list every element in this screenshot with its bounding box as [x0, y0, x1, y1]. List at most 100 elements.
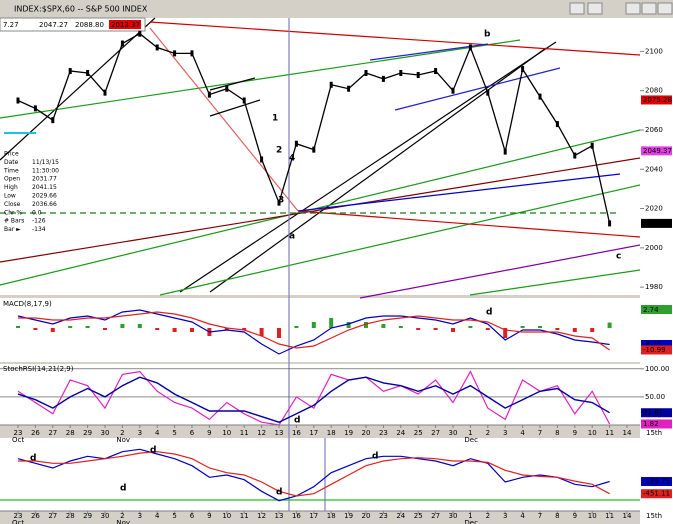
series-line	[17, 448, 610, 502]
value-label: -189.75	[643, 478, 670, 486]
histogram-bar	[277, 328, 281, 338]
info-value: -126	[32, 218, 46, 225]
info-label: Date	[4, 159, 19, 166]
value-label: -10.99	[643, 346, 666, 354]
y-tick-label: 2040	[645, 165, 663, 173]
x-tick-label: 2	[120, 512, 124, 520]
histogram-bar	[451, 328, 455, 332]
candle	[242, 97, 246, 104]
x-tick-label: 19	[344, 429, 353, 437]
value-label: -8.25	[643, 341, 661, 349]
x-tick-label: 28	[66, 512, 75, 520]
trendline	[0, 157, 641, 263]
button[interactable]	[625, 2, 641, 15]
candle	[225, 85, 229, 92]
histogram-bar	[85, 326, 90, 328]
x-tick-label: 23	[14, 429, 23, 437]
button[interactable]	[657, 2, 673, 15]
histogram-bar	[555, 328, 560, 330]
candle	[573, 152, 577, 159]
button[interactable]	[587, 2, 603, 15]
histogram-bar	[329, 318, 334, 328]
trendline	[149, 27, 299, 212]
button[interactable]	[641, 2, 657, 15]
histogram-bar	[468, 326, 473, 328]
y-tick-label: 2080	[645, 87, 663, 95]
annotation: 4	[289, 154, 295, 164]
histogram-bar	[485, 328, 490, 330]
annotation: d	[486, 308, 492, 318]
x-tick-label: 7	[538, 429, 542, 437]
trendline	[0, 39, 521, 119]
x-tick-label: 3	[503, 429, 507, 437]
quote: 7.27	[3, 21, 19, 29]
candle	[277, 199, 281, 206]
osc-panel	[0, 438, 640, 511]
annotation: b	[484, 30, 491, 40]
annotation: d	[30, 454, 36, 464]
x-tick-label: 27	[431, 512, 440, 520]
x-tick-label: 13	[275, 512, 284, 520]
annotation: 1	[272, 114, 278, 124]
x-tick-label: 5	[172, 429, 176, 437]
histogram-bar	[155, 328, 160, 330]
x-tick-label: 27	[48, 512, 57, 520]
histogram-bar	[137, 324, 142, 328]
x-tick-label: 2	[486, 512, 490, 520]
candle	[451, 87, 455, 94]
value-label-bg	[641, 218, 672, 228]
candle	[207, 91, 211, 98]
trendlines	[0, 17, 641, 511]
info-value: -134	[32, 226, 46, 233]
series-line	[18, 311, 610, 351]
histogram-bar	[311, 322, 316, 328]
annotation: 2	[276, 146, 282, 156]
annotation: d	[150, 446, 156, 456]
candle	[138, 30, 142, 37]
x-tick-label: 1	[468, 429, 472, 437]
x-tick-label: 20	[362, 429, 371, 437]
histogram-bar	[294, 326, 299, 328]
x-tick-label: 8	[555, 512, 559, 520]
histogram-bar	[364, 322, 368, 328]
trendline	[0, 129, 641, 286]
x-tick-label: 23	[14, 512, 23, 520]
quote: 2047.27	[39, 21, 68, 29]
histogram-bar	[346, 322, 351, 328]
x-tick-label: 27	[48, 429, 57, 437]
trendline	[209, 99, 261, 117]
x-tick-label: 30	[449, 429, 458, 437]
x-tick-label: 4	[155, 512, 160, 520]
x-tick-label: 20	[362, 512, 371, 520]
trendline	[159, 184, 641, 296]
annotation: c	[616, 252, 621, 262]
histogram-bar	[68, 326, 73, 328]
info-label: Time	[3, 167, 19, 174]
quote-bar	[0, 17, 146, 32]
x-tick-label: 26	[31, 512, 40, 520]
x-tick-label: 6	[190, 512, 195, 520]
x-tick-label: 24	[396, 512, 405, 520]
trendline	[179, 41, 557, 293]
panel-title: StochRSI(14,21(2,9)	[3, 365, 74, 373]
candle	[260, 156, 264, 163]
candle	[608, 220, 612, 227]
candle	[68, 68, 72, 75]
candle	[399, 70, 403, 77]
candle	[51, 117, 55, 124]
value-label: 1.82	[643, 420, 659, 428]
x-tick-label: 14	[623, 429, 632, 437]
info-label: Open	[4, 176, 20, 183]
histogram-bar	[433, 328, 438, 330]
info-value: 0.0	[32, 209, 42, 216]
button[interactable]	[569, 2, 585, 15]
x-tick-label: 28	[66, 429, 75, 437]
month-label: Oct	[12, 436, 24, 444]
x-tick-label: 4	[520, 429, 525, 437]
value-label-bg	[641, 477, 672, 487]
candle	[120, 40, 124, 47]
candle	[329, 81, 333, 88]
histogram-bar	[381, 324, 386, 328]
level-label: 2075.28	[643, 96, 672, 104]
histogram-bar	[572, 328, 577, 332]
